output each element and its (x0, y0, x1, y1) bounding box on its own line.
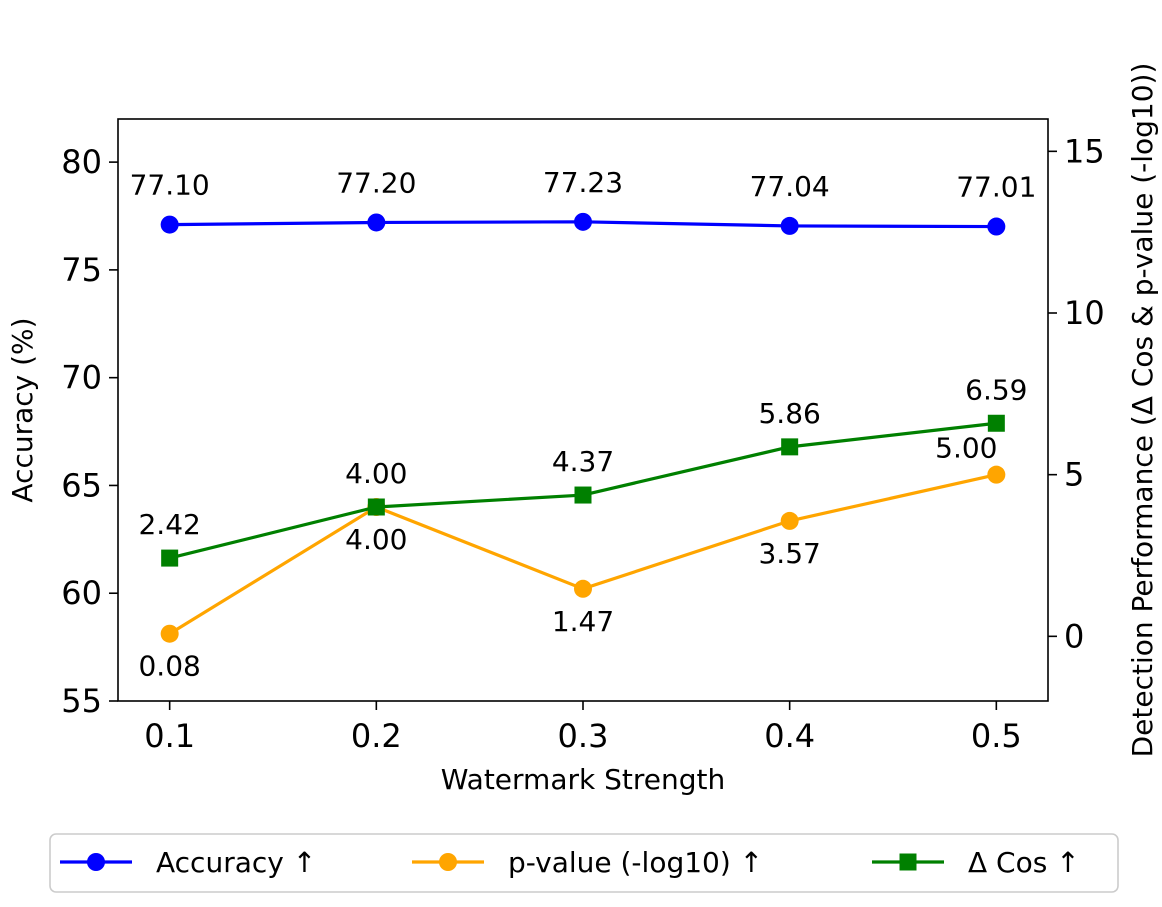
x-tick-label: 0.3 (558, 717, 609, 755)
data-point-square (367, 498, 385, 516)
data-point-square (781, 438, 799, 456)
y-left-tick-label: 55 (61, 682, 102, 720)
y-right-tick-label: 10 (1064, 294, 1105, 332)
data-point-circle (574, 212, 592, 231)
data-label: 77.10 (130, 169, 210, 202)
data-label: 5.00 (935, 432, 997, 465)
legend-marker-square (899, 853, 917, 871)
data-label: 2.42 (138, 508, 200, 541)
data-point-circle (160, 624, 179, 643)
data-label: 0.08 (138, 650, 200, 683)
data-label: 77.04 (750, 170, 830, 203)
y-left-tick-label: 75 (61, 251, 102, 289)
data-point-square (574, 486, 592, 504)
data-label: 1.47 (552, 605, 614, 638)
data-point-square (161, 549, 179, 567)
data-label: 3.57 (758, 537, 820, 570)
data-point-square (987, 414, 1005, 432)
data-point-circle (780, 511, 799, 530)
legend-marker-circle (87, 853, 105, 871)
data-point-circle (367, 213, 386, 232)
y-axis-label-right: Detection Performance (Δ Cos & p-value (… (1126, 63, 1159, 758)
data-label: 5.86 (758, 397, 820, 430)
data-point-circle (780, 216, 799, 235)
data-label: 77.20 (336, 166, 416, 199)
legend-label: Accuracy ↑ (156, 846, 316, 879)
legend-box (49, 833, 1119, 893)
y-left-tick-label: 70 (61, 359, 102, 397)
data-label: 77.01 (956, 171, 1036, 204)
data-point-circle (160, 215, 179, 234)
data-label: 4.00 (345, 457, 407, 490)
x-tick-label: 0.5 (971, 717, 1022, 755)
y-left-tick-label: 65 (61, 466, 102, 504)
data-point-circle (987, 465, 1006, 484)
data-label: 4.37 (552, 445, 614, 478)
y-right-tick-label: 0 (1064, 617, 1084, 655)
y-left-tick-label: 80 (61, 143, 102, 181)
data-point-circle (574, 579, 592, 598)
data-label: 4.00 (345, 523, 407, 556)
data-point-circle (987, 217, 1006, 236)
data-label: 6.59 (965, 373, 1027, 406)
data-label: 77.23 (543, 166, 623, 199)
legend-marker-circle (439, 853, 457, 871)
y-left-tick-label: 60 (61, 574, 102, 612)
x-tick-label: 0.1 (144, 717, 195, 755)
y-right-tick-label: 15 (1064, 132, 1105, 170)
x-tick-label: 0.4 (764, 717, 815, 755)
y-axis-label-left: Accuracy (%) (6, 317, 39, 502)
x-axis-label: Watermark Strength (441, 763, 725, 796)
legend-label: p-value (-log10) ↑ (508, 846, 763, 879)
legend-label: Δ Cos ↑ (968, 846, 1080, 879)
y-right-tick-label: 5 (1064, 456, 1084, 494)
x-tick-label: 0.2 (351, 717, 402, 755)
